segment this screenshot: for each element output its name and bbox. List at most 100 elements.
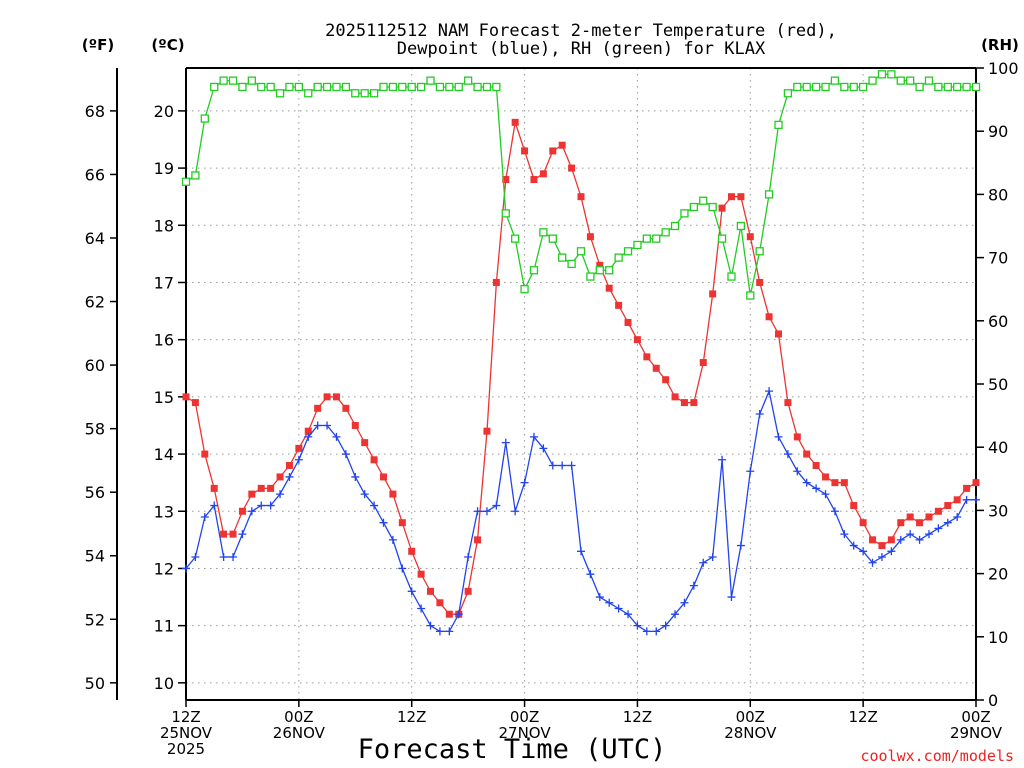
dewpoint-point xyxy=(360,490,369,499)
rh-unit-label: (RH) xyxy=(981,36,1019,54)
dewpoint-point xyxy=(426,621,435,630)
temperature-point xyxy=(295,444,303,452)
x-tick-label: 28NOV xyxy=(724,724,777,742)
rh-point xyxy=(492,82,501,92)
dewpoint-point xyxy=(812,484,821,493)
dewpoint-point xyxy=(558,461,567,470)
rh-point xyxy=(633,240,642,250)
dewpoint-point xyxy=(906,530,915,539)
rh-point xyxy=(811,82,821,92)
temperature-point xyxy=(220,530,228,538)
temperature-point xyxy=(699,359,707,367)
temperature-point xyxy=(727,193,735,201)
rh-point xyxy=(407,82,416,92)
rh-point xyxy=(520,285,529,294)
dewpoint-point xyxy=(924,530,933,539)
temperature-point xyxy=(568,164,576,172)
fahrenheit-tick-label: 50 xyxy=(85,674,105,693)
dewpoint-point xyxy=(548,461,557,470)
dewpoint-point xyxy=(473,507,482,516)
rh-point xyxy=(567,259,576,269)
temperature-point xyxy=(840,479,848,487)
dewpoint-point xyxy=(840,530,849,539)
temperature-point xyxy=(398,519,406,527)
dewpoint-point xyxy=(887,547,896,556)
temperature-point xyxy=(784,399,792,407)
rh-point xyxy=(708,202,717,212)
rh-point xyxy=(332,82,341,92)
temperature-point xyxy=(972,479,980,487)
celsius-tick-label: 14 xyxy=(154,445,174,464)
rh-point xyxy=(943,82,952,92)
dewpoint-point xyxy=(605,598,614,607)
temperature-point xyxy=(756,278,764,286)
dewpoint-point xyxy=(595,593,604,602)
rh-point xyxy=(934,82,943,92)
dewpoint-point xyxy=(577,547,585,556)
x-tick-label: 00Z xyxy=(284,708,313,726)
temperature-point xyxy=(530,176,538,184)
dewpoint-point xyxy=(370,501,379,510)
rh-point xyxy=(661,228,670,237)
dewpoint-point xyxy=(953,512,962,521)
x-tick-label: 29NOV xyxy=(950,724,1003,742)
dewpoint-point xyxy=(736,541,745,550)
rh-tick-label: 10 xyxy=(988,628,1008,647)
rh-point xyxy=(623,247,633,256)
celsius-tick-label: 16 xyxy=(154,331,174,350)
rh-point xyxy=(595,266,604,275)
rh-tick-label: 20 xyxy=(988,565,1008,584)
dewpoint-point xyxy=(962,495,971,504)
rh-point xyxy=(304,89,313,98)
rh-point xyxy=(398,82,407,92)
dewpoint-point xyxy=(642,627,651,636)
rh-point xyxy=(416,82,426,92)
temperature-point xyxy=(671,393,679,401)
dewpoint-point xyxy=(859,547,868,556)
dewpoint-point xyxy=(435,627,444,636)
dewpoint-point xyxy=(210,501,219,510)
dewpoint-point xyxy=(501,438,510,447)
temperature-point xyxy=(229,530,237,538)
rh-point xyxy=(877,70,887,79)
fahrenheit-tick-label: 54 xyxy=(85,547,105,566)
dewpoint-point xyxy=(323,421,332,430)
rh-point xyxy=(548,234,557,243)
rh-point xyxy=(783,89,793,98)
fahrenheit-tick-label: 52 xyxy=(85,610,105,629)
temperature-point xyxy=(831,479,839,487)
dewpoint-point xyxy=(191,553,200,562)
dewpoint-point xyxy=(614,604,623,613)
dewpoint-point xyxy=(539,444,548,453)
dewpoint-point xyxy=(661,621,670,630)
temperature-point xyxy=(511,118,519,126)
temperature-point xyxy=(887,536,895,544)
dewpoint-point xyxy=(520,478,529,487)
rh-point xyxy=(369,89,379,98)
rh-point xyxy=(388,82,398,92)
dewpoint-point xyxy=(774,432,783,441)
rh-point xyxy=(670,221,680,231)
temperature-point xyxy=(765,313,773,321)
dewpoint-point xyxy=(276,490,285,499)
dewpoint-point xyxy=(915,535,924,544)
temperature-point xyxy=(182,393,190,401)
axes: 10 11 12 13 14 15 16 17 18 19 20 50 52 54 56 58 60 62 64 66… xyxy=(85,59,1019,710)
x-tick-label: 25NOV xyxy=(160,724,213,742)
temperature-point xyxy=(812,462,820,470)
temperature-point xyxy=(737,193,745,201)
dewpoint-point xyxy=(972,495,980,504)
rh-point xyxy=(680,209,689,218)
rh-point xyxy=(821,82,830,92)
dewpoint-point xyxy=(182,564,190,573)
x-tick-label: 12Z xyxy=(623,708,652,726)
rh-tick-label: 90 xyxy=(988,122,1008,141)
rh-point xyxy=(924,76,934,85)
temperature-point xyxy=(445,610,453,618)
temperature-point xyxy=(586,233,594,241)
temperature-point xyxy=(492,278,500,286)
source-credit: coolwx.com/models xyxy=(860,747,1014,765)
rh-point xyxy=(228,76,238,85)
rh-point xyxy=(322,82,332,92)
temperature-point xyxy=(351,421,359,429)
